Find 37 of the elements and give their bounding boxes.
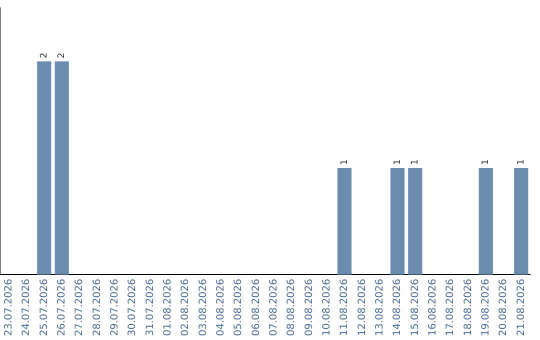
x-tick-label: 27.07.2026 [74, 278, 86, 336]
x-tick-label: 15.08.2026 [410, 278, 421, 336]
x-tick-label: 25.07.2026 [38, 278, 50, 336]
x-tick-label: 24.07.2026 [21, 278, 32, 336]
data-label: 2 [57, 52, 68, 58]
x-tick-label: 10.08.2026 [321, 278, 332, 336]
x-tick-label: 03.08.2026 [198, 278, 209, 336]
x-tick-label: 30.07.2026 [127, 278, 138, 336]
x-tick-label: 31.07.2026 [144, 278, 156, 336]
x-tick-label: 28.07.2026 [92, 278, 103, 336]
data-label: 1 [516, 159, 527, 166]
x-tick-label: 14.08.2026 [392, 278, 404, 336]
x-tick-label: 05.08.2026 [233, 278, 244, 336]
x-tick-label: 18.08.2026 [462, 278, 474, 336]
x-tick-label: 21.08.2026 [516, 278, 527, 336]
data-label: 2 [40, 52, 50, 58]
x-tick-label: 11.08.2026 [339, 278, 350, 336]
x-tick-label: 20.08.2026 [498, 278, 510, 336]
data-label: 1 [410, 159, 421, 166]
x-tick-label: 13.08.2026 [374, 278, 386, 336]
data-label: 1 [481, 159, 492, 166]
x-tick-label: 06.08.2026 [250, 278, 262, 336]
x-tick-label: 04.08.2026 [215, 278, 226, 336]
x-tick-label: 19.08.2026 [480, 278, 492, 336]
x-tick-label: 09.08.2026 [304, 278, 315, 336]
x-tick-label: 02.08.2026 [180, 278, 192, 336]
x-tick-label: 29.07.2026 [109, 278, 120, 336]
x-tick-label: 26.07.2026 [56, 278, 68, 336]
data-label: 1 [340, 159, 350, 166]
x-tick-label: 07.08.2026 [268, 278, 280, 336]
x-tick-label: 12.08.2026 [356, 278, 368, 336]
data-label: 1 [392, 159, 403, 166]
x-tick-label: 16.08.2026 [427, 278, 438, 336]
x-tick-label: 08.08.2026 [286, 278, 298, 336]
x-tick-label: 17.08.2026 [445, 278, 456, 336]
x-tick-label: 01.08.2026 [162, 278, 174, 336]
x-tick-label: 23.07.2026 [3, 278, 14, 336]
